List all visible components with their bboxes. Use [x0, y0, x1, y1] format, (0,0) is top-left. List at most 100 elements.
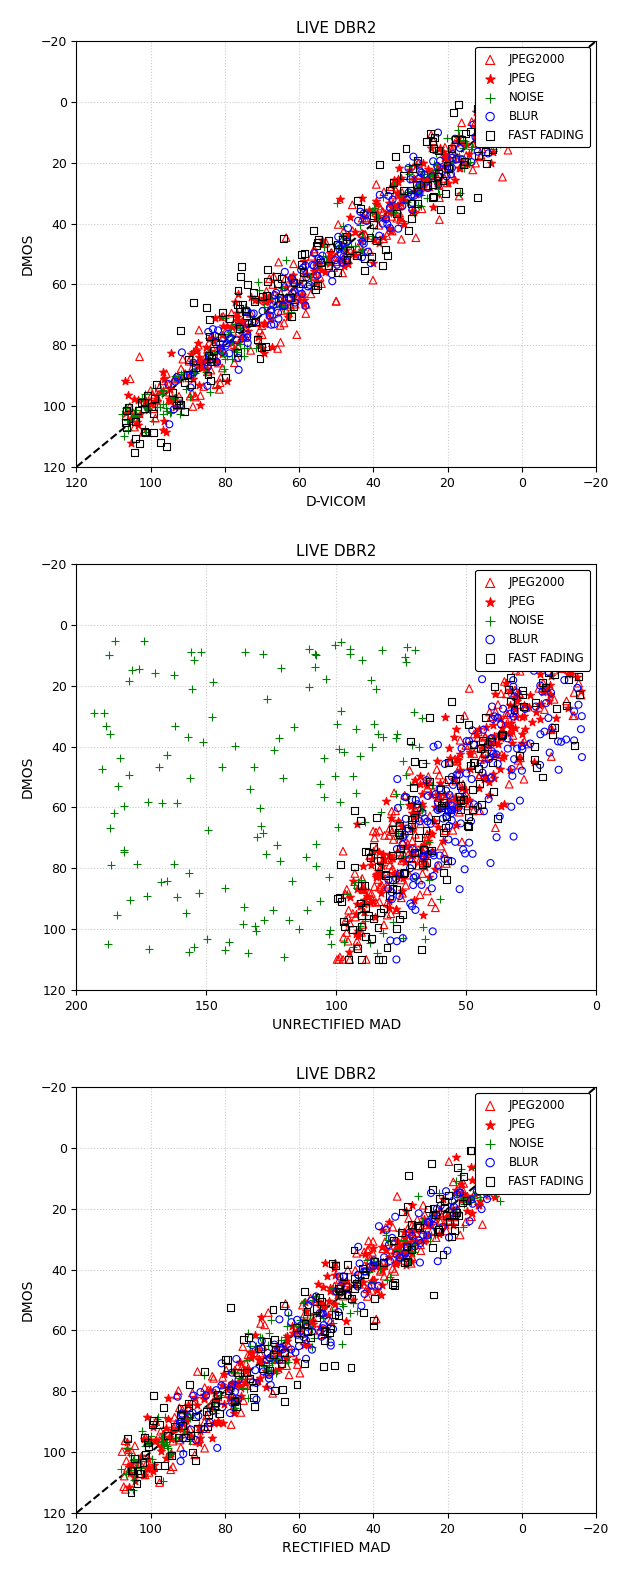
- NOISE: [373, 722, 383, 747]
- NOISE: [133, 405, 143, 430]
- FAST FADING: [421, 818, 431, 843]
- JPEG: [359, 892, 369, 917]
- JPEG2000: [214, 350, 224, 375]
- BLUR: [247, 1332, 257, 1357]
- JPEG: [535, 706, 545, 731]
- FAST FADING: [132, 1458, 142, 1483]
- JPEG: [309, 258, 319, 284]
- BLUR: [505, 104, 515, 129]
- JPEG: [165, 1442, 175, 1467]
- FAST FADING: [146, 394, 156, 419]
- FAST FADING: [233, 340, 243, 366]
- JPEG2000: [174, 383, 184, 408]
- NOISE: [270, 285, 280, 310]
- NOISE: [158, 1469, 168, 1494]
- JPEG2000: [515, 659, 525, 684]
- JPEG2000: [561, 597, 571, 623]
- NOISE: [132, 402, 142, 427]
- BLUR: [246, 301, 256, 326]
- NOISE: [298, 1307, 308, 1332]
- JPEG2000: [375, 1259, 386, 1284]
- JPEG2000: [420, 1226, 430, 1251]
- JPEG2000: [374, 818, 384, 843]
- JPEG2000: [294, 1314, 304, 1340]
- JPEG2000: [295, 1360, 305, 1385]
- NOISE: [319, 785, 329, 810]
- FAST FADING: [387, 876, 397, 901]
- BLUR: [266, 298, 276, 323]
- BLUR: [512, 679, 522, 704]
- JPEG2000: [215, 366, 226, 391]
- BLUR: [447, 849, 457, 875]
- JPEG: [571, 645, 581, 670]
- NOISE: [171, 1425, 181, 1450]
- FAST FADING: [422, 849, 432, 875]
- JPEG: [454, 131, 464, 156]
- FAST FADING: [486, 730, 496, 755]
- BLUR: [387, 887, 397, 913]
- JPEG2000: [447, 132, 457, 158]
- FAST FADING: [205, 367, 215, 392]
- FAST FADING: [149, 386, 159, 411]
- BLUR: [440, 156, 450, 181]
- BLUR: [301, 1327, 311, 1352]
- JPEG: [379, 846, 389, 872]
- JPEG: [409, 804, 419, 829]
- JPEG2000: [398, 831, 408, 856]
- JPEG2000: [387, 856, 398, 881]
- FAST FADING: [356, 890, 366, 916]
- BLUR: [233, 1387, 243, 1412]
- JPEG2000: [221, 1357, 231, 1382]
- JPEG: [277, 293, 287, 318]
- FAST FADING: [342, 1281, 352, 1307]
- NOISE: [166, 400, 176, 426]
- JPEG2000: [338, 838, 348, 864]
- JPEG2000: [470, 110, 480, 136]
- FAST FADING: [406, 788, 416, 813]
- JPEG2000: [491, 700, 501, 725]
- NOISE: [100, 714, 110, 739]
- NOISE: [220, 306, 230, 331]
- NOISE: [104, 643, 114, 668]
- NOISE: [412, 180, 422, 205]
- JPEG2000: [285, 292, 295, 317]
- NOISE: [157, 1425, 167, 1450]
- NOISE: [299, 1289, 309, 1314]
- JPEG: [193, 344, 203, 369]
- JPEG2000: [192, 1359, 202, 1384]
- JPEG2000: [256, 1311, 266, 1336]
- JPEG: [358, 203, 368, 229]
- NOISE: [188, 935, 198, 960]
- BLUR: [318, 1316, 328, 1341]
- NOISE: [119, 422, 129, 448]
- NOISE: [355, 914, 365, 939]
- BLUR: [176, 392, 186, 418]
- JPEG2000: [352, 928, 362, 953]
- JPEG2000: [477, 137, 487, 162]
- BLUR: [337, 251, 347, 276]
- NOISE: [370, 676, 381, 701]
- FAST FADING: [418, 853, 428, 878]
- NOISE: [173, 791, 183, 816]
- JPEG2000: [408, 1217, 418, 1242]
- JPEG2000: [268, 1381, 278, 1406]
- BLUR: [420, 837, 430, 862]
- BLUR: [455, 876, 465, 901]
- NOISE: [334, 736, 344, 761]
- NOISE: [507, 96, 517, 121]
- FAST FADING: [549, 662, 559, 687]
- NOISE: [210, 326, 220, 351]
- NOISE: [164, 400, 175, 426]
- JPEG2000: [387, 1215, 398, 1240]
- NOISE: [209, 668, 219, 693]
- NOISE: [476, 1176, 486, 1201]
- FAST FADING: [546, 597, 556, 623]
- JPEG: [389, 860, 399, 886]
- BLUR: [466, 150, 476, 175]
- JPEG2000: [289, 251, 299, 276]
- FAST FADING: [423, 1196, 433, 1221]
- FAST FADING: [205, 307, 215, 333]
- JPEG: [531, 700, 541, 725]
- NOISE: [282, 1313, 292, 1338]
- FAST FADING: [531, 755, 541, 780]
